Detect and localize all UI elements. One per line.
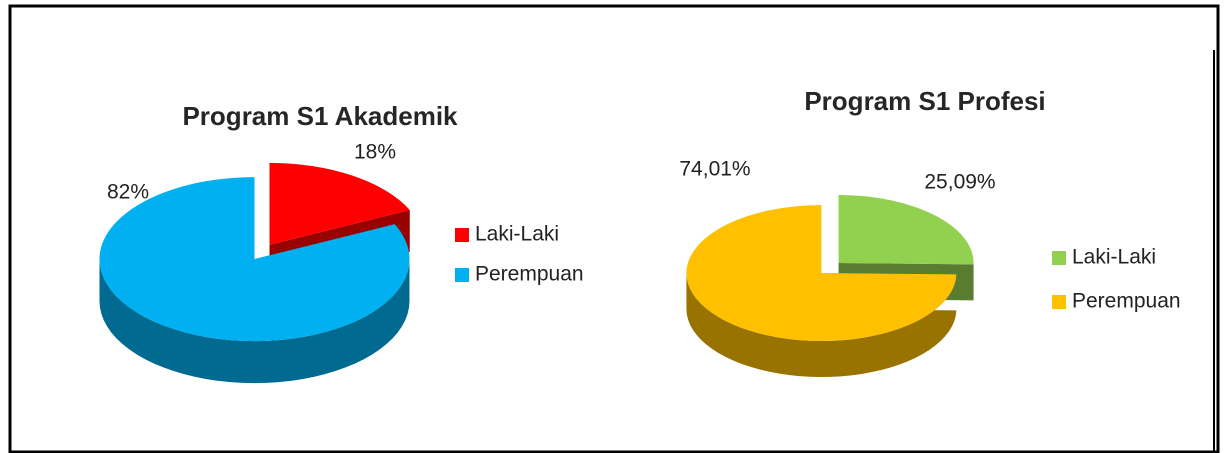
data-label: 82% bbox=[107, 181, 149, 204]
slice bbox=[686, 205, 957, 342]
legend-label: Laki-Laki bbox=[1072, 246, 1156, 269]
legend-label: Perempuan bbox=[475, 263, 584, 286]
legend-label: Laki-Laki bbox=[475, 223, 559, 246]
legend-swatch bbox=[455, 228, 469, 242]
chart-title: Program S1 Akademik bbox=[182, 101, 458, 131]
slice bbox=[99, 177, 410, 342]
legend-swatch bbox=[455, 268, 469, 282]
legend-label: Perempuan bbox=[1072, 290, 1181, 313]
slice-side bbox=[686, 205, 957, 378]
data-label: 18% bbox=[354, 141, 396, 164]
chart-title: Program S1 Profesi bbox=[804, 86, 1045, 116]
slice bbox=[838, 194, 974, 265]
data-label: 25,09% bbox=[924, 171, 995, 194]
data-label: 74,01% bbox=[679, 158, 750, 181]
legend-swatch bbox=[1052, 295, 1066, 309]
slice bbox=[269, 162, 410, 245]
legend-swatch bbox=[1052, 251, 1066, 265]
